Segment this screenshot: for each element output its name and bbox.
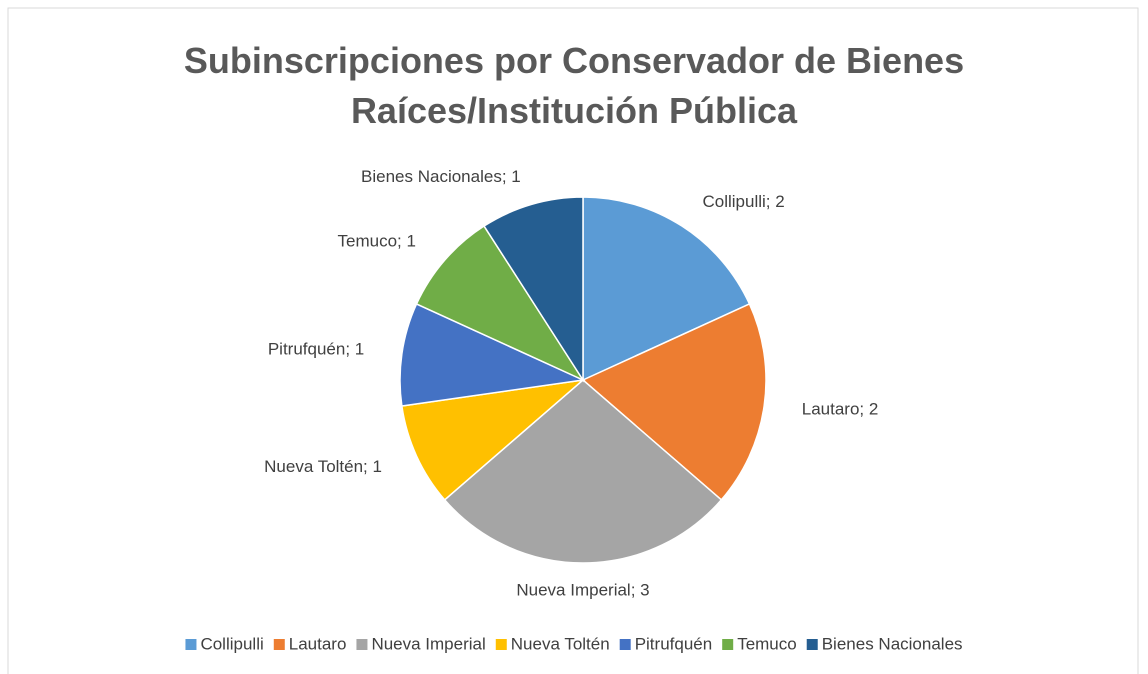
- legend-label: Nueva Imperial: [371, 634, 485, 653]
- legend-swatch: [356, 639, 368, 650]
- legend-label: Temuco: [737, 634, 797, 653]
- data-label: Nueva Imperial; 3: [516, 580, 649, 599]
- pie-slice: [581, 302, 767, 501]
- pie-slice: [401, 378, 586, 501]
- legend-label: Lautaro: [289, 634, 347, 653]
- legend-swatch: [619, 639, 631, 650]
- pie-slice: [443, 379, 723, 564]
- pie-slice: [415, 225, 586, 382]
- data-label: Pitrufquén; 1: [268, 339, 364, 358]
- pie-slice: [582, 196, 751, 382]
- legend-swatch: [806, 639, 818, 650]
- legend-swatch: [273, 639, 285, 650]
- legend-label: Collipulli: [200, 634, 263, 653]
- chart-border: [7, 7, 1139, 674]
- legend-swatch: [495, 639, 507, 650]
- chart-title: Subinscripciones por Conservador de Bien…: [183, 40, 965, 131]
- pie-slice: [399, 302, 586, 407]
- pie-slice: [483, 196, 584, 383]
- legend-swatch: [185, 639, 197, 650]
- legend-label: Bienes Nacionales: [822, 634, 963, 653]
- data-label: Temuco; 1: [338, 231, 416, 250]
- legend-swatch: [722, 639, 734, 650]
- legend-label: Pitrufquén: [635, 634, 713, 653]
- data-label: Nueva Toltén; 1: [264, 457, 382, 476]
- data-label: Collipulli; 2: [702, 192, 784, 211]
- legend-label: Nueva Toltén: [511, 634, 610, 653]
- data-label: Bienes Nacionales; 1: [361, 167, 521, 186]
- data-label: Lautaro; 2: [802, 400, 879, 419]
